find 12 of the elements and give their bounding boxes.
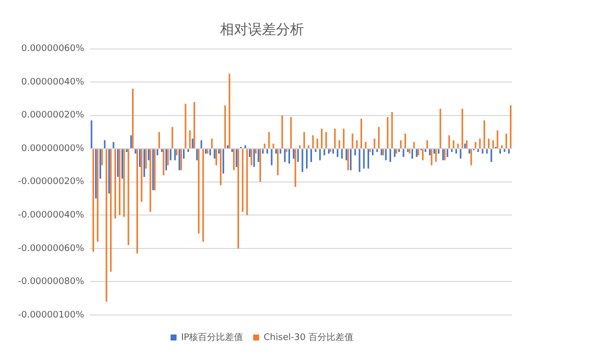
legend-label: Chisel-30 百分比差值	[264, 332, 354, 343]
chart-title: 相对误差分析	[220, 22, 304, 38]
y-tick-label: -0.00000080%	[18, 277, 85, 288]
y-tick-label: -0.00000020%	[18, 177, 85, 188]
y-tick-label: -0.00000100%	[18, 310, 85, 320]
legend-label: IP核百分比差值	[181, 332, 244, 343]
y-tick-label: 0.00000060%	[21, 44, 85, 54]
y-tick-label: 0.00000040%	[21, 77, 85, 88]
y-tick-label: -0.00000060%	[18, 244, 85, 254]
y-tick-label: -0.00000040%	[18, 210, 85, 221]
y-tick-label: 0.00000000%	[21, 144, 85, 154]
y-tick-label: 0.00000020%	[21, 110, 85, 121]
